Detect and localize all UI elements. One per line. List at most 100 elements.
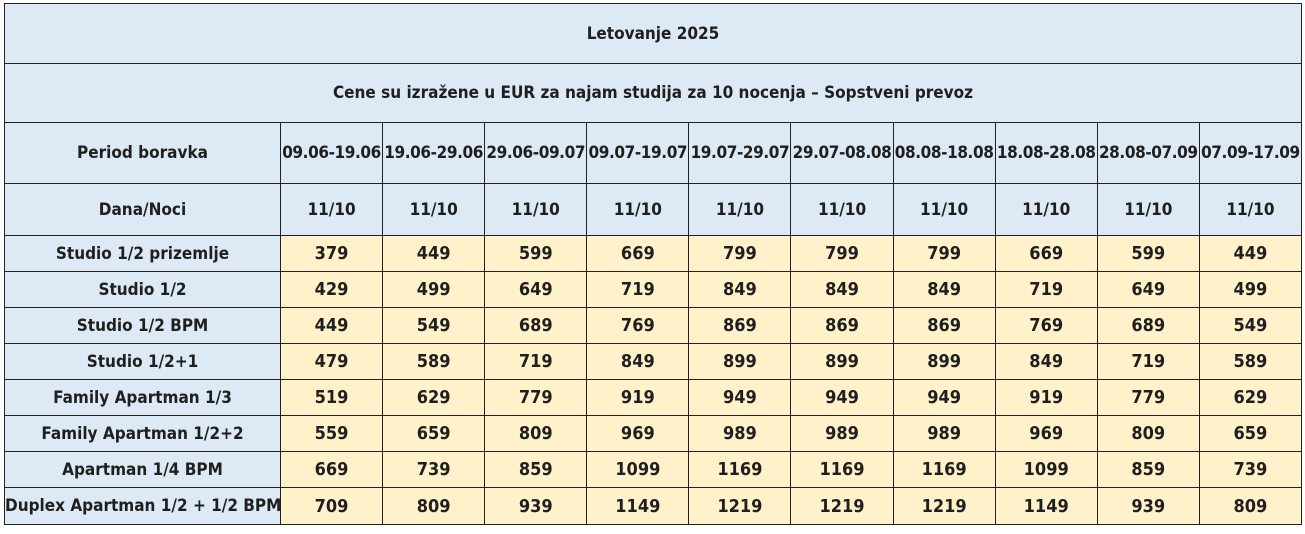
price-cell: 989 <box>892 415 996 452</box>
price-cell: 899 <box>790 343 894 380</box>
price-cell: 969 <box>586 415 690 452</box>
nights-cell: 11/10 <box>1198 183 1303 236</box>
price-cell: 449 <box>382 235 486 272</box>
table-row: Apartman 1/4 BPM 669 739 859 1099 1169 1169 116… <box>4 451 1303 488</box>
table-subtitle: Cene su izražene u EUR za najam studija … <box>4 63 1302 123</box>
table-row: Studio 1/2 prizemlje 379 449 599 669 799 799 79… <box>4 235 1303 272</box>
price-cell: 949 <box>790 379 894 416</box>
price-cell: 799 <box>688 235 792 272</box>
price-cell: 499 <box>1198 271 1303 308</box>
price-cell: 799 <box>892 235 996 272</box>
period-cell: 29.07-08.08 <box>790 122 894 184</box>
price-cell: 589 <box>382 343 486 380</box>
price-table: Letovanje 2025 Cene su izražene u EUR za… <box>4 3 1303 525</box>
price-cell: 919 <box>994 379 1098 416</box>
price-cell: 549 <box>382 307 486 344</box>
period-cell: 19.07-29.07 <box>688 122 792 184</box>
price-cell: 1099 <box>994 451 1098 488</box>
price-cell: 1219 <box>688 487 792 525</box>
price-cell: 849 <box>790 271 894 308</box>
price-cell: 799 <box>790 235 894 272</box>
price-cell: 849 <box>586 343 690 380</box>
price-cell: 629 <box>1198 379 1303 416</box>
price-cell: 719 <box>586 271 690 308</box>
price-cell: 809 <box>1096 415 1200 452</box>
nights-cell: 11/10 <box>382 183 486 236</box>
price-cell: 479 <box>279 343 384 380</box>
price-cell: 669 <box>586 235 690 272</box>
table-row: Studio 1/2 BPM 449 549 689 769 869 869 869 769 68… <box>4 307 1303 344</box>
table-row: Family Apartman 1/3 519 629 779 919 949 949 949… <box>4 379 1303 416</box>
price-cell: 589 <box>1198 343 1303 380</box>
price-cell: 1169 <box>790 451 894 488</box>
price-cell: 1219 <box>892 487 996 525</box>
subtitle-row: Cene su izražene u EUR za najam studija … <box>4 63 1302 123</box>
price-cell: 1219 <box>790 487 894 525</box>
nights-cell: 11/10 <box>688 183 792 236</box>
price-cell: 809 <box>1198 487 1303 525</box>
table-row: Duplex Apartman 1/2 + 1/2 BPM 709 809 939 11… <box>4 487 1303 525</box>
period-cell: 09.07-19.07 <box>586 122 690 184</box>
table-row: Studio 1/2+1 479 589 719 849 899 899 899 849 719 5… <box>4 343 1303 380</box>
price-cell: 939 <box>1096 487 1200 525</box>
accommodation-name: Family Apartman 1/3 <box>4 379 281 416</box>
nights-cell: 11/10 <box>994 183 1098 236</box>
accommodation-name: Family Apartman 1/2+2 <box>4 415 281 452</box>
period-cell: 18.08-28.08 <box>994 122 1098 184</box>
price-cell: 449 <box>1198 235 1303 272</box>
price-cell: 859 <box>1096 451 1200 488</box>
price-cell: 1149 <box>994 487 1098 525</box>
accommodation-name: Studio 1/2 BPM <box>4 307 281 344</box>
price-cell: 899 <box>688 343 792 380</box>
price-cell: 769 <box>994 307 1098 344</box>
price-cell: 719 <box>994 271 1098 308</box>
period-cell: 29.06-09.07 <box>484 122 588 184</box>
accommodation-name: Studio 1/2 <box>4 271 281 308</box>
nights-cell: 11/10 <box>892 183 996 236</box>
price-cell: 719 <box>1096 343 1200 380</box>
period-label: Period boravka <box>4 122 281 184</box>
price-cell: 989 <box>790 415 894 452</box>
price-cell: 769 <box>586 307 690 344</box>
price-cell: 659 <box>382 415 486 452</box>
price-cell: 559 <box>279 415 384 452</box>
nights-cell: 11/10 <box>1096 183 1200 236</box>
price-cell: 669 <box>279 451 384 488</box>
price-cell: 649 <box>1096 271 1200 308</box>
price-cell: 949 <box>688 379 792 416</box>
nights-cell: 11/10 <box>790 183 894 236</box>
price-cell: 379 <box>279 235 384 272</box>
price-cell: 969 <box>994 415 1098 452</box>
price-cell: 659 <box>1198 415 1303 452</box>
nights-label: Dana/Noci <box>4 183 281 236</box>
price-cell: 629 <box>382 379 486 416</box>
price-cell: 649 <box>484 271 588 308</box>
table-title: Letovanje 2025 <box>4 3 1302 64</box>
period-cell: 08.08-18.08 <box>892 122 996 184</box>
period-cell: 19.06-29.06 <box>382 122 486 184</box>
price-cell: 549 <box>1198 307 1303 344</box>
nights-cell: 11/10 <box>279 183 384 236</box>
price-cell: 779 <box>484 379 588 416</box>
period-cell: 09.06-19.06 <box>279 122 384 184</box>
accommodation-name: Studio 1/2+1 <box>4 343 281 380</box>
nights-cell: 11/10 <box>586 183 690 236</box>
price-cell: 429 <box>279 271 384 308</box>
price-cell: 899 <box>892 343 996 380</box>
price-cell: 499 <box>382 271 486 308</box>
price-cell: 849 <box>994 343 1098 380</box>
price-cell: 599 <box>1096 235 1200 272</box>
price-cell: 869 <box>688 307 792 344</box>
price-cell: 809 <box>382 487 486 525</box>
price-cell: 449 <box>279 307 384 344</box>
price-cell: 719 <box>484 343 588 380</box>
price-cell: 809 <box>484 415 588 452</box>
price-cell: 669 <box>994 235 1098 272</box>
price-cell: 1169 <box>688 451 792 488</box>
price-cell: 869 <box>790 307 894 344</box>
price-cell: 949 <box>892 379 996 416</box>
price-cell: 599 <box>484 235 588 272</box>
price-cell: 709 <box>279 487 384 525</box>
price-cell: 939 <box>484 487 588 525</box>
price-cell: 849 <box>892 271 996 308</box>
